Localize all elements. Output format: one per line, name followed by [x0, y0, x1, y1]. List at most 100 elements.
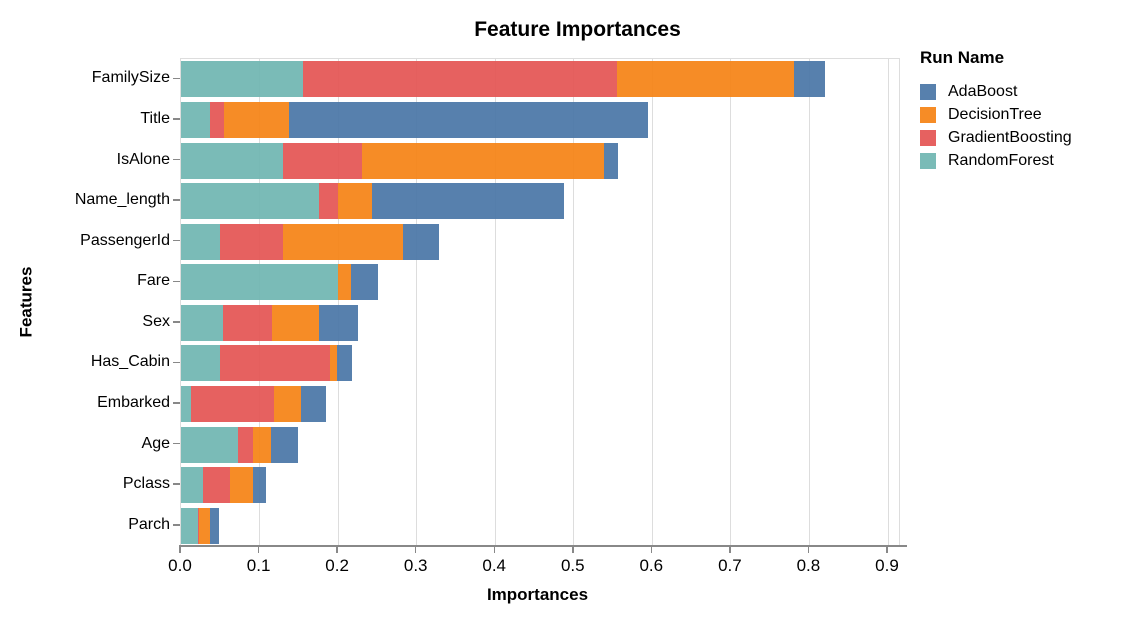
- y-tick-label-embarked: Embarked: [97, 394, 170, 411]
- y-tick: [173, 199, 180, 201]
- legend-item-label: GradientBoosting: [948, 128, 1072, 146]
- bar-segment-adaboost-has_cabin: [337, 345, 353, 382]
- y-tick: [173, 118, 180, 120]
- x-tick: [257, 547, 260, 553]
- legend-swatch-gradientboosting: [920, 129, 936, 146]
- x-tick-label-0.6: 0.6: [639, 556, 664, 575]
- bar-segment-decisiontree-age: [253, 426, 271, 463]
- y-tick: [173, 158, 180, 161]
- x-tick: [729, 547, 731, 553]
- x-tick: [179, 547, 181, 553]
- bar-segment-randomforest-fare: [181, 264, 339, 301]
- bar-segment-adaboost-passengerid: [403, 223, 440, 260]
- bar-segment-randomforest-passengerid: [181, 223, 221, 260]
- bar-segment-gradientboosting-name_length: [318, 183, 339, 219]
- bar-segment-decisiontree-passengerid: [283, 223, 404, 260]
- bar-segment-adaboost-embarked: [301, 386, 326, 422]
- x-tick: [886, 547, 888, 553]
- bar-segment-gradientboosting-passengerid: [220, 223, 284, 260]
- bar-segment-gradientboosting-pclass: [203, 467, 230, 504]
- legend-item-label: DecisionTree: [948, 105, 1042, 123]
- bar-segment-decisiontree-fare: [338, 264, 351, 301]
- gridline: [730, 59, 732, 545]
- x-tick-label-0.9: 0.9: [875, 556, 899, 575]
- x-tick: [807, 547, 810, 553]
- bar-segment-randomforest-title: [181, 101, 211, 138]
- bar-segment-decisiontree-parch: [199, 507, 211, 544]
- legend-swatch-adaboost: [920, 83, 936, 100]
- x-tick: [650, 547, 653, 553]
- legend-swatch-decisiontree: [920, 106, 936, 123]
- y-tick: [173, 321, 180, 323]
- y-tick: [173, 442, 180, 445]
- y-tick-label-has_cabin: Has_Cabin: [90, 353, 170, 371]
- bar-segment-decisiontree-title: [224, 101, 289, 138]
- bar-segment-gradientboosting-isalone: [283, 142, 362, 179]
- x-axis-domain-line: [179, 545, 907, 547]
- bar-segment-randomforest-pclass: [181, 467, 203, 504]
- bar-segment-randomforest-parch: [181, 507, 198, 544]
- x-tick-label-0.1: 0.1: [246, 556, 271, 575]
- y-tick-label-fare: Fare: [137, 272, 170, 290]
- bar-segment-decisiontree-name_length: [338, 183, 372, 219]
- legend-item-randomforest: RandomForest: [920, 149, 1130, 172]
- y-tick-label-parch: Parch: [128, 515, 170, 533]
- y-tick-label-name_length: Name_length: [74, 191, 170, 208]
- bar-segment-decisiontree-isalone: [361, 142, 604, 179]
- x-tick-label-0.4: 0.4: [482, 556, 506, 575]
- y-tick: [173, 361, 180, 364]
- legend-items: AdaBoost DecisionTree GradientBoosting Rand…: [920, 80, 1130, 172]
- bar-segment-adaboost-pclass: [253, 467, 266, 504]
- gridline: [887, 59, 889, 545]
- x-axis-title: Importances: [486, 585, 589, 604]
- bar-segment-adaboost-name_length: [371, 183, 564, 219]
- x-tick-label-0.8: 0.8: [796, 556, 821, 575]
- x-tick: [414, 547, 417, 553]
- y-tick-label-passengerid: PassengerId: [80, 231, 170, 249]
- x-tick: [336, 547, 338, 553]
- legend-item-gradientboosting: GradientBoosting: [920, 126, 1130, 149]
- gridline: [808, 59, 810, 545]
- y-tick: [173, 524, 180, 526]
- legend: Run Name AdaBoost DecisionTree GradientBoo…: [920, 48, 1130, 172]
- y-tick: [173, 280, 180, 282]
- legend-item-label: AdaBoost: [948, 82, 1018, 100]
- bar-segment-decisiontree-sex: [272, 304, 320, 341]
- gridline: [259, 59, 261, 545]
- bar-segment-decisiontree-familysize: [617, 61, 794, 98]
- bar-segment-decisiontree-has_cabin: [330, 345, 338, 382]
- bar-segment-gradientboosting-has_cabin: [219, 345, 331, 382]
- y-axis-title: Features: [14, 58, 38, 545]
- y-tick: [173, 239, 180, 242]
- legend-item-label: RandomForest: [948, 151, 1054, 169]
- bar-segment-gradientboosting-title: [210, 101, 225, 138]
- x-tick-label-0.5: 0.5: [560, 556, 585, 575]
- gridline: [651, 59, 653, 545]
- y-tick-label-pclass: Pclass: [122, 475, 170, 493]
- bar-segment-adaboost-sex: [319, 304, 358, 341]
- y-tick-label-title: Title: [140, 109, 170, 127]
- bar-segment-randomforest-has_cabin: [181, 345, 220, 382]
- x-tick-label-0.2: 0.2: [325, 556, 349, 575]
- legend-item-adaboost: AdaBoost: [920, 80, 1130, 103]
- plot-area: [180, 58, 900, 545]
- bar-segment-randomforest-isalone: [181, 142, 284, 179]
- bar-segment-randomforest-age: [181, 426, 239, 463]
- y-tick: [173, 77, 180, 79]
- y-tick-label-familysize: FamilySize: [91, 69, 170, 87]
- bar-segment-gradientboosting-parch: [197, 507, 200, 544]
- bar-segment-adaboost-title: [288, 101, 649, 138]
- x-tick-label-0.3: 0.3: [403, 556, 428, 575]
- bar-segment-gradientboosting-embarked: [191, 386, 274, 422]
- gridline: [337, 59, 339, 545]
- y-tick-label-sex: Sex: [142, 312, 170, 330]
- gridline: [573, 59, 575, 545]
- bar-segment-gradientboosting-familysize: [302, 61, 617, 98]
- y-tick: [173, 483, 180, 485]
- y-tick-label-age: Age: [141, 434, 170, 452]
- bar-segment-decisiontree-embarked: [273, 386, 302, 422]
- bar-segment-gradientboosting-age: [238, 426, 254, 463]
- bar-segment-gradientboosting-sex: [223, 304, 273, 341]
- chart-title: Feature Importances: [474, 18, 681, 41]
